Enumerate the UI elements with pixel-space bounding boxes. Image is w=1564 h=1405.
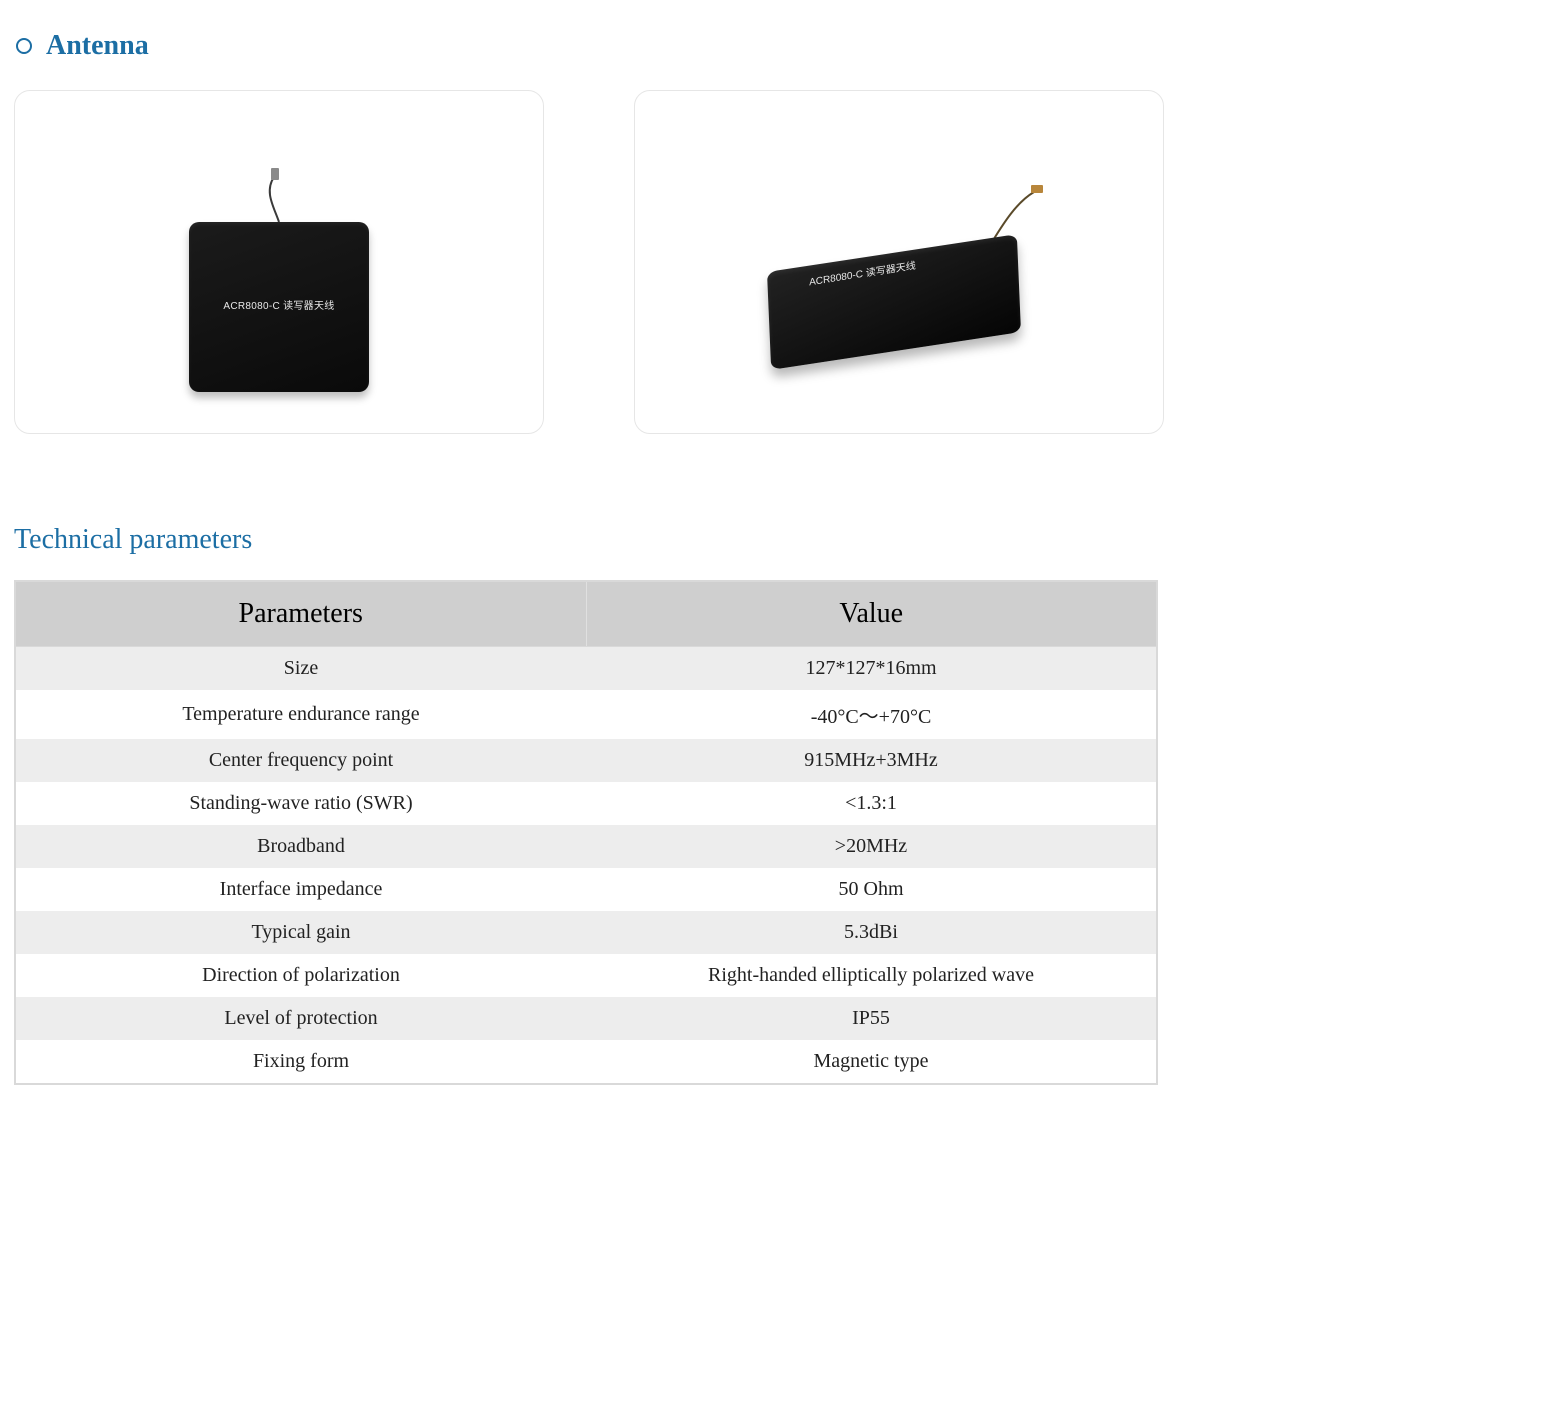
table-header-parameters: Parameters [15, 581, 586, 647]
param-value: <1.3:1 [586, 782, 1157, 825]
antenna-front-illustration: ACR8080-C 读写器天线 [179, 162, 379, 362]
param-value: 50 Ohm [586, 868, 1157, 911]
section-subtitle: Technical parameters [14, 524, 1554, 556]
table-row: Level of protectionIP55 [15, 997, 1157, 1040]
table-row: Temperature endurance range-40°C～+70°C [15, 690, 1157, 739]
table-row: Center frequency point915MHz+3MHz [15, 739, 1157, 782]
param-value: >20MHz [586, 825, 1157, 868]
param-name: Interface impedance [15, 868, 586, 911]
param-name: Temperature endurance range [15, 690, 586, 739]
product-image-angle-card: ACR8080-C 读写器天线 [634, 90, 1164, 434]
param-name: Fixing form [15, 1040, 586, 1084]
table-body: Size127*127*16mm Temperature endurance r… [15, 647, 1157, 1085]
antenna-angle-illustration: ACR8080-C 读写器天线 [739, 147, 1059, 377]
table-row: Fixing formMagnetic type [15, 1040, 1157, 1084]
table-row: Size127*127*16mm [15, 647, 1157, 691]
table-header-row: Parameters Value [15, 581, 1157, 647]
table-header-value: Value [586, 581, 1157, 647]
param-value: 915MHz+3MHz [586, 739, 1157, 782]
technical-parameters-table: Parameters Value Size127*127*16mm Temper… [14, 580, 1158, 1085]
param-name: Typical gain [15, 911, 586, 954]
param-value: Magnetic type [586, 1040, 1157, 1084]
param-name: Direction of polarization [15, 954, 586, 997]
table-row: Interface impedance50 Ohm [15, 868, 1157, 911]
table-row: Typical gain5.3dBi [15, 911, 1157, 954]
table-row: Broadband>20MHz [15, 825, 1157, 868]
heading-title: Antenna [46, 30, 149, 62]
param-name: Broadband [15, 825, 586, 868]
param-value: -40°C～+70°C [586, 690, 1157, 739]
param-name: Standing-wave ratio (SWR) [15, 782, 586, 825]
param-value: 5.3dBi [586, 911, 1157, 954]
section-heading: Antenna [10, 30, 1554, 62]
table-row: Direction of polarizationRight-handed el… [15, 954, 1157, 997]
product-image-front-card: ACR8080-C 读写器天线 [14, 90, 544, 434]
param-value: IP55 [586, 997, 1157, 1040]
table-row: Standing-wave ratio (SWR)<1.3:1 [15, 782, 1157, 825]
param-value: Right-handed elliptically polarized wave [586, 954, 1157, 997]
param-value: 127*127*16mm [586, 647, 1157, 691]
param-name: Size [15, 647, 586, 691]
param-name: Center frequency point [15, 739, 586, 782]
param-name: Level of protection [15, 997, 586, 1040]
antenna-front-label: ACR8080-C 读写器天线 [179, 297, 379, 312]
product-images-row: ACR8080-C 读写器天线 ACR8080-C 读写器天线 [10, 90, 1554, 434]
bullet-circle-icon [16, 38, 32, 54]
